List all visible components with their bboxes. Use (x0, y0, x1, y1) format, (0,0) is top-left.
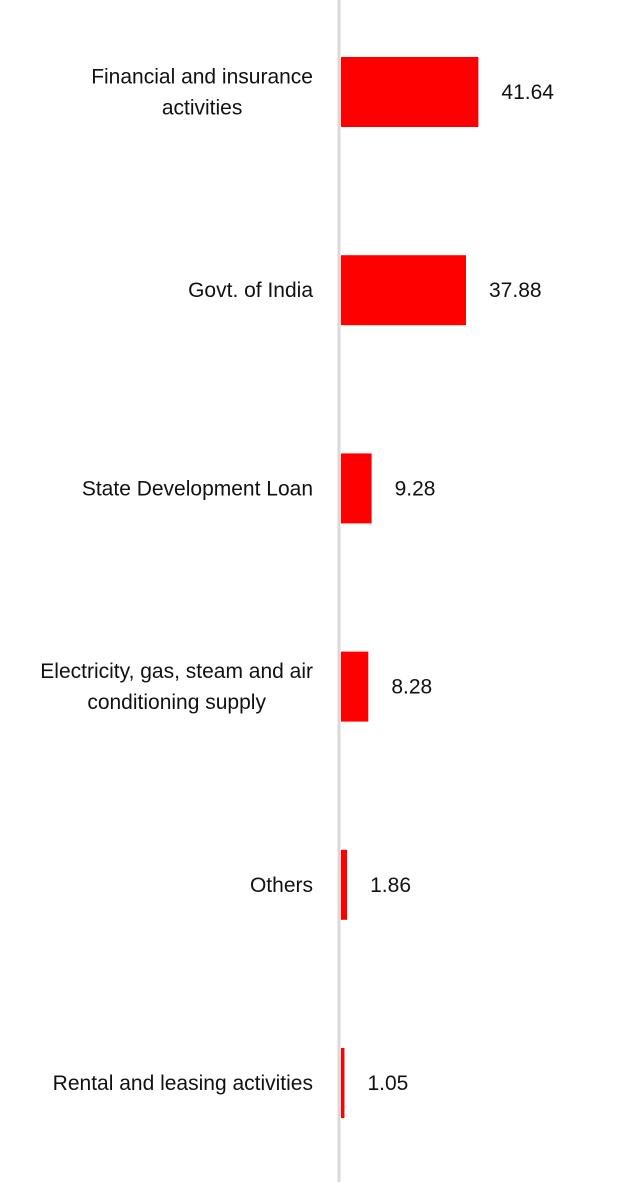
category-label-1: Govt. of India (188, 279, 313, 302)
category-labels-group: Financial and insurance activities Govt. o… (40, 66, 313, 1096)
category-label-3: Electricity, gas, steam and air condition… (40, 660, 313, 714)
category-label-1-line-0: Govt. of India (188, 279, 313, 302)
bar-4 (341, 849, 348, 920)
category-label-2: State Development Loan (82, 477, 313, 500)
value-label-5: 1.05 (367, 1072, 408, 1095)
category-label-2-line-0: State Development Loan (82, 477, 313, 500)
category-label-0-line-0: Financial and insurance (91, 66, 313, 89)
category-label-5: Rental and leasing activities (53, 1072, 313, 1095)
value-label-2: 9.28 (395, 477, 436, 500)
category-label-4-line-0: Others (250, 874, 313, 897)
bar-2 (341, 453, 372, 524)
value-label-4: 1.86 (370, 874, 411, 897)
bar-3 (341, 651, 369, 722)
category-label-4: Others (250, 874, 313, 897)
category-label-3-line-0: Electricity, gas, steam and air (40, 660, 313, 683)
bars-group (341, 57, 479, 1118)
value-label-1: 37.88 (489, 279, 542, 302)
value-label-0: 41.64 (501, 81, 554, 104)
bar-5 (341, 1048, 345, 1118)
category-label-0-line-1: activities (162, 97, 243, 120)
category-label-3-line-1: conditioning supply (87, 691, 266, 714)
value-labels-group: 41.64 37.88 9.28 8.28 1.86 1.05 (367, 81, 554, 1095)
value-label-3: 8.28 (391, 676, 432, 699)
category-label-5-line-0: Rental and leasing activities (53, 1072, 313, 1095)
bar-1 (341, 255, 467, 326)
category-label-0: Financial and insurance activities (91, 66, 313, 120)
bar-0 (341, 57, 479, 127)
